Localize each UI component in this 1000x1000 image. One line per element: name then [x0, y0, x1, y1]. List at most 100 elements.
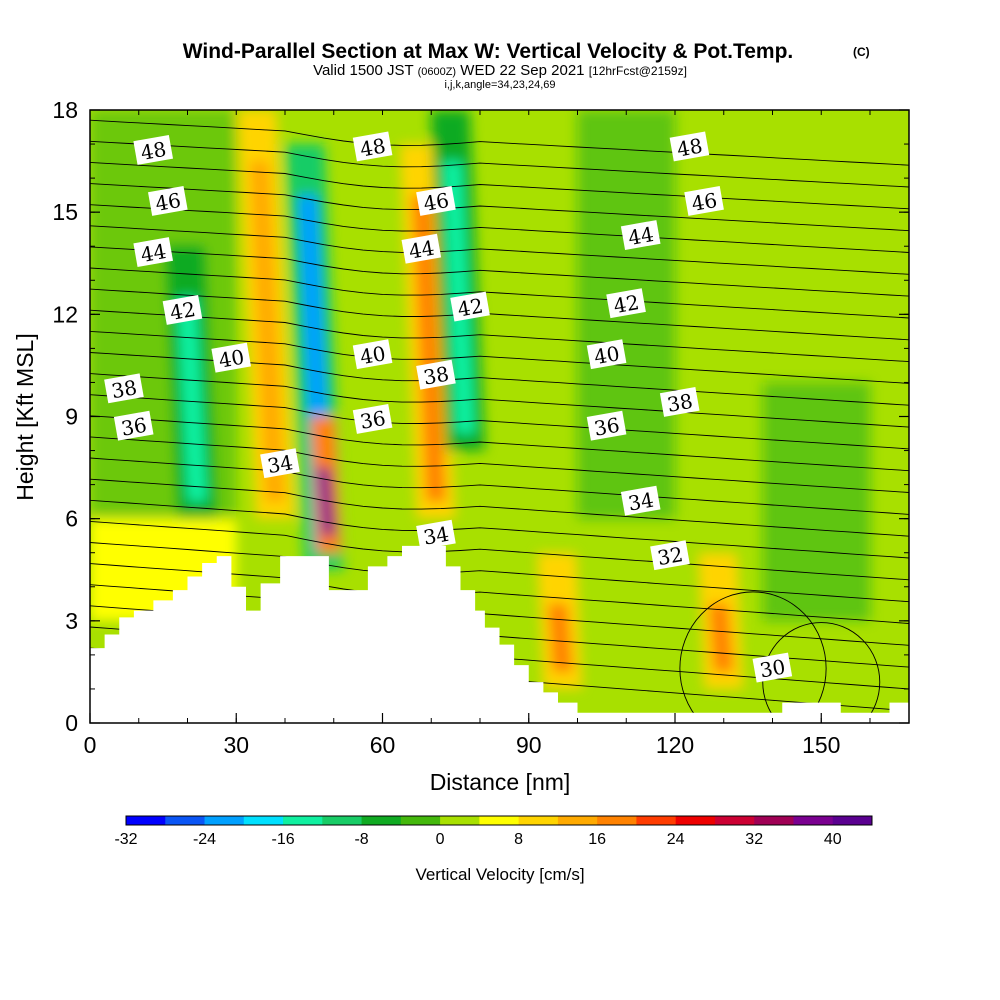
theta-label-text: 38: [110, 375, 139, 403]
velocity-plume-core: [547, 603, 573, 672]
theta-label-box: [133, 237, 174, 267]
theta-label-box: [260, 448, 300, 479]
theta-contour: [90, 140, 909, 188]
theta-contour: [90, 542, 909, 603]
colorbar-label: Vertical Velocity [cm/s]: [415, 865, 584, 884]
y-axis-label: Height [Kft MSL]: [12, 333, 38, 500]
theta-label-text: 34: [626, 488, 655, 516]
colorbar-tick-label: 8: [514, 831, 523, 848]
colorbar-swatch: [126, 816, 166, 825]
theta-label-text: 48: [139, 137, 168, 165]
x-tick-label: 0: [84, 732, 97, 758]
theta-label: 42: [162, 294, 203, 325]
theta-label: 40: [352, 339, 393, 370]
theta-label-text: 34: [422, 522, 451, 550]
theta-contour: [90, 161, 909, 210]
theta-label: 40: [586, 339, 627, 370]
theta-label: 38: [659, 386, 700, 417]
colorbar-tick-label: 40: [824, 831, 842, 848]
theta-label-text: 36: [119, 413, 148, 441]
x-tick-label: 30: [223, 732, 249, 758]
theta-label-box: [620, 485, 661, 516]
theta-label-box: [352, 339, 393, 370]
theta-label-box: [104, 373, 144, 404]
theta-label-text: 36: [592, 413, 621, 441]
theta-label-box: [586, 339, 627, 370]
theta-contour: [90, 499, 909, 559]
theta-label: 46: [416, 186, 456, 216]
x-tick-label: 60: [370, 732, 396, 758]
y-tick-label: 9: [65, 404, 78, 430]
theta-label: 48: [133, 134, 174, 165]
theta-label-text: 42: [168, 297, 197, 325]
theta-label-box: [416, 359, 456, 390]
chart-title-mark: (C): [853, 45, 870, 59]
theta-label: 44: [401, 233, 442, 264]
theta-label: 40: [211, 342, 252, 373]
theta-label: 34: [416, 519, 456, 550]
theta-label-text: 34: [266, 450, 295, 478]
theta-contour: [90, 520, 909, 581]
theta-contour: [90, 457, 909, 515]
theta-label-text: 40: [592, 341, 621, 369]
x-axis: 0 30 60 90 120 150: [84, 110, 871, 758]
chart-subtitle-indices: i,j,k,angle=34,23,24,69: [444, 79, 555, 91]
colorbar-swatch: [714, 816, 755, 825]
colorbar-swatch: [361, 816, 402, 825]
theta-label-box: [620, 220, 661, 250]
theta-contour: [90, 204, 909, 253]
colorbar-tick-label: -24: [193, 831, 216, 848]
theta-label-text: 48: [358, 133, 387, 161]
colorbar-tick-label: 24: [667, 831, 685, 848]
theta-label: 38: [104, 373, 144, 404]
colorbar-swatch: [243, 816, 284, 825]
theta-contour-low: [762, 622, 881, 723]
theta-label: 44: [620, 220, 661, 250]
colorbar-frame: [125, 815, 873, 826]
theta-label-box: [416, 186, 456, 216]
theta-label-box: [752, 652, 793, 683]
colorbar-swatch: [793, 816, 834, 825]
x-tick-label: 90: [516, 732, 542, 758]
y-tick-label: 12: [52, 301, 78, 327]
theta-label-box: [606, 288, 646, 319]
colorbar-swatch: [479, 816, 520, 825]
theta-label-text: 30: [758, 654, 787, 682]
theta-label-box: [659, 386, 700, 417]
colorbar: -32 -24 -16 -8 0 8 16 24 32 40: [114, 815, 873, 848]
theta-contour: [90, 225, 909, 275]
theta-contour: [90, 119, 909, 166]
theta-label-text: 44: [626, 222, 655, 250]
theta-label-text: 42: [456, 293, 485, 321]
colorbar-tick-label: -16: [271, 831, 294, 848]
y-tick-label: 3: [65, 608, 78, 634]
velocity-plume-core: [176, 297, 207, 502]
field-band: [762, 382, 870, 621]
theta-label-box: [133, 134, 174, 165]
y-tick-label: 6: [65, 506, 78, 532]
theta-label-text: 46: [690, 188, 719, 216]
subtitle-utc: (0600Z): [418, 66, 457, 78]
y-tick-label: 0: [65, 710, 78, 736]
colorbar-tick-label: 16: [588, 831, 606, 848]
theta-label: 32: [650, 540, 690, 570]
theta-contour: [90, 415, 909, 472]
theta-label-box: [162, 294, 203, 325]
theta-label-text: 38: [665, 389, 694, 417]
theta-label-box: [211, 342, 252, 373]
theta-label-box: [416, 519, 456, 550]
theta-label: 36: [586, 410, 627, 441]
theta-label-text: 40: [358, 341, 387, 369]
theta-label-box: [669, 131, 710, 162]
theta-contour: [90, 246, 909, 297]
colorbar-swatch: [322, 816, 363, 825]
colorbar-swatch: [400, 816, 441, 825]
velocity-plume-core: [317, 467, 335, 536]
theta-label-box: [450, 291, 490, 322]
theta-label: 44: [133, 237, 174, 267]
theta-contour-low: [679, 591, 827, 723]
potential-temperature-contours: [90, 119, 909, 723]
theta-label: 30: [752, 652, 793, 683]
